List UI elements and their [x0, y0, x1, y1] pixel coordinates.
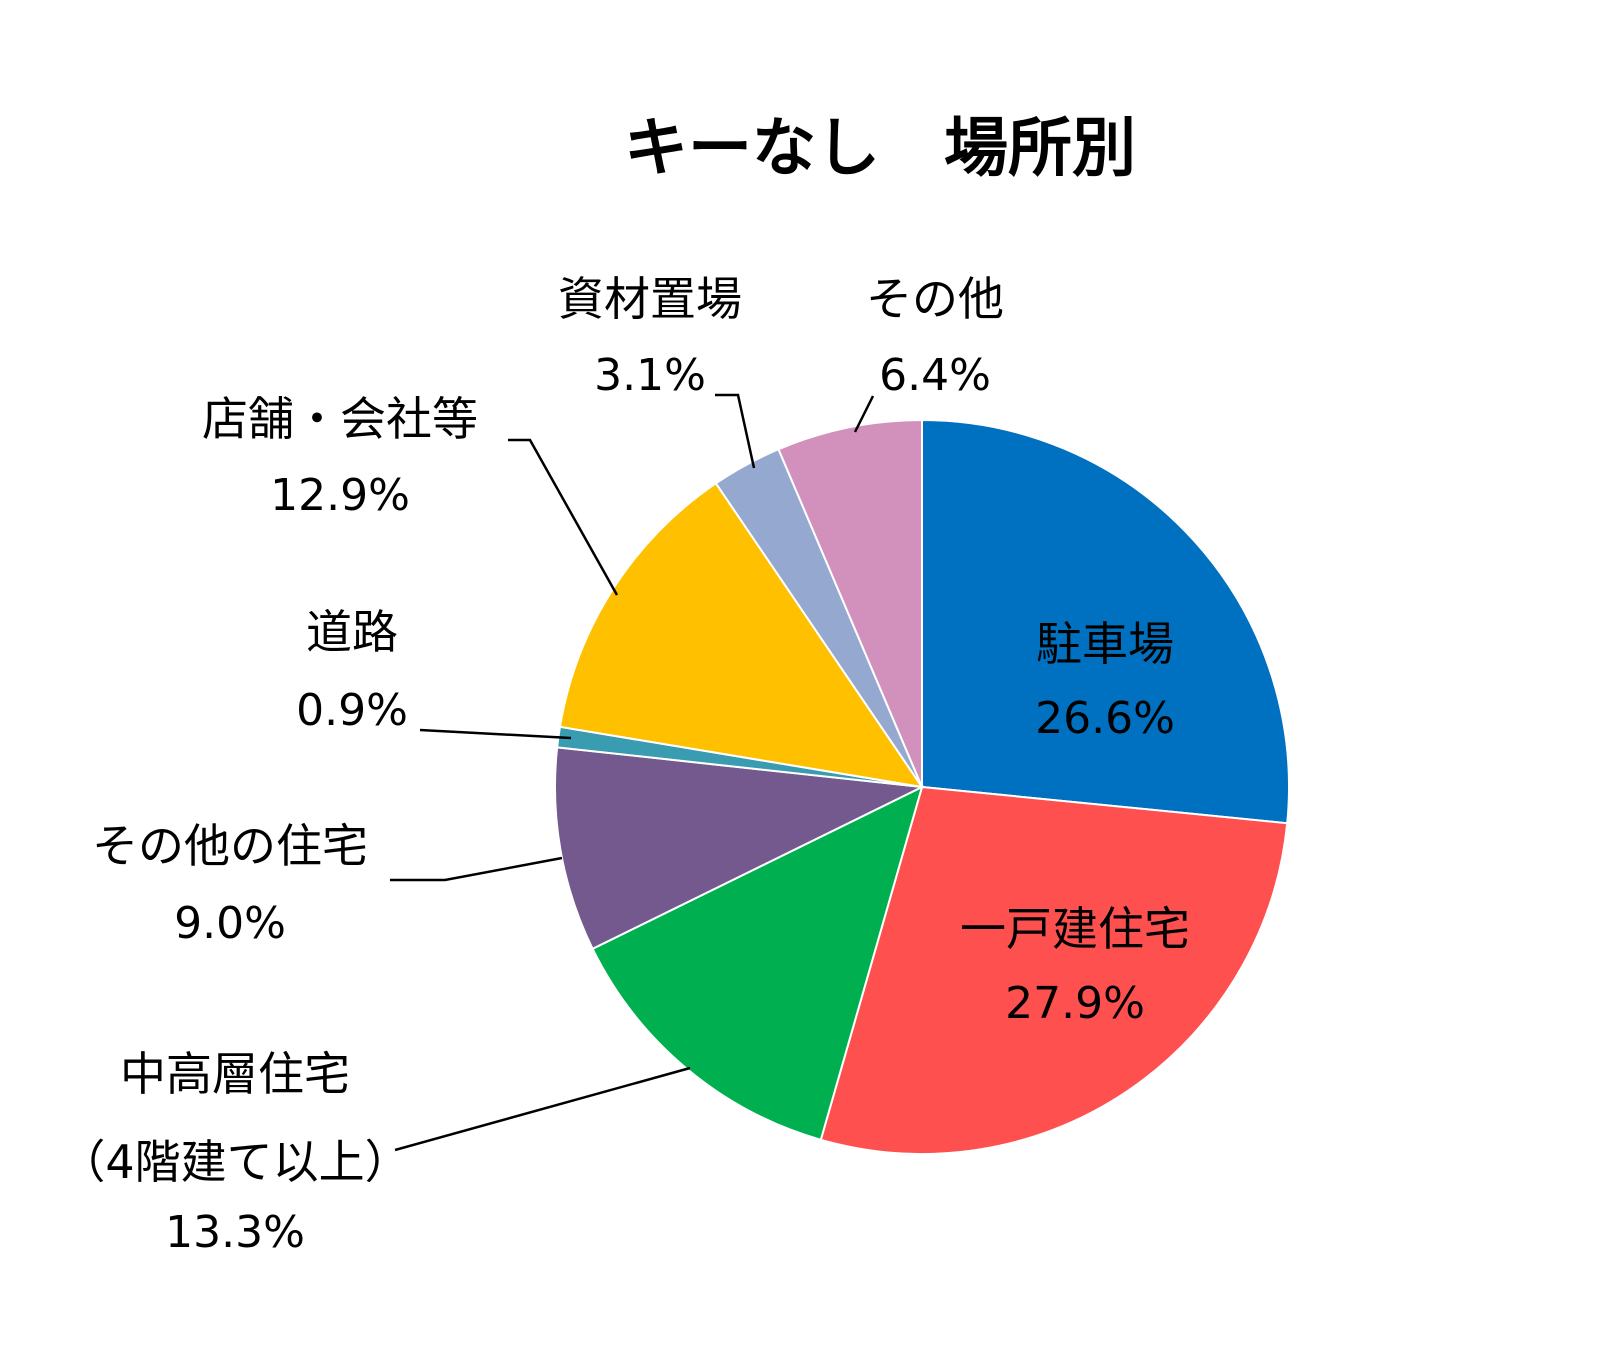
slice-label: 店舗・会社等: [202, 392, 478, 446]
leader-line: [715, 393, 756, 469]
slice-percent-label: 12.9%: [270, 470, 410, 521]
slice-percent-label: 13.3%: [165, 1207, 305, 1258]
slice-percent-label: 9.0%: [174, 898, 286, 949]
slice-percent-label: 6.4%: [879, 350, 991, 401]
slice-percent-label: 27.9%: [1005, 978, 1145, 1029]
pie-slice: [554, 746, 926, 951]
leader-line: [390, 856, 563, 882]
slice-label: その他の住宅: [92, 819, 368, 873]
slice-percent-label: 26.6%: [1035, 693, 1175, 744]
slice-label: その他: [866, 272, 1004, 326]
slice-percent-label: 0.9%: [296, 685, 408, 736]
slice-label: 駐車場: [1036, 617, 1174, 671]
slices-layer: [554, 418, 1290, 1155]
slice-label: （4階建て以上）: [59, 1135, 410, 1189]
leader-line: [419, 728, 572, 740]
slice-label: 道路: [306, 605, 398, 659]
leader-line: [394, 1066, 691, 1152]
slice-label: 一戸建住宅: [960, 902, 1190, 956]
leader-lines-layer: [390, 393, 875, 1152]
leader-line: [508, 438, 619, 596]
pie-slice: [777, 418, 923, 788]
leader-line: [853, 395, 875, 433]
slice-label: 資材置場: [558, 272, 742, 326]
slice-label: 中高層住宅: [120, 1047, 350, 1101]
pie-slice: [819, 785, 1289, 1155]
pie-slice: [921, 418, 1290, 825]
labels-layer: 駐車場 26.6% 一戸建住宅 27.9% 中高層住宅 （4階建て以上） 13.3% その他の…: [59, 272, 1190, 1258]
chart-title: キーなし 場所別: [624, 112, 1136, 186]
slice-percent-label: 3.1%: [594, 350, 706, 401]
